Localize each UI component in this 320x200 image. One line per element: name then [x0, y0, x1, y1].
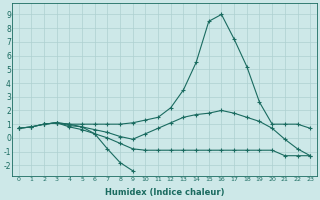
X-axis label: Humidex (Indice chaleur): Humidex (Indice chaleur) — [105, 188, 224, 197]
